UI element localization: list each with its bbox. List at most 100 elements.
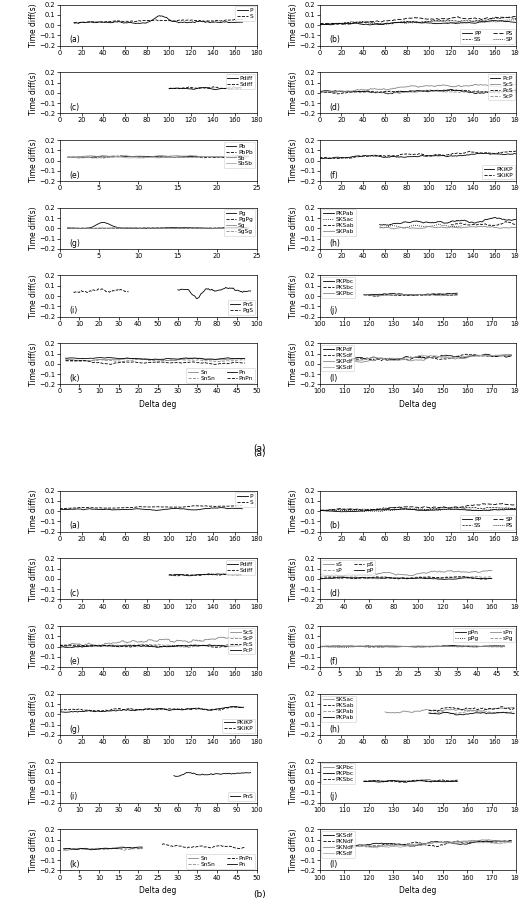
SKPab — [452, 708, 458, 719]
P — [234, 17, 240, 28]
Legend: PKiKP, SKiKP: PKiKP, SKiKP — [482, 165, 515, 179]
Sn — [61, 845, 67, 856]
Pn — [130, 842, 136, 853]
SP — [500, 498, 506, 509]
PnPn — [159, 839, 165, 850]
PKNdf — [350, 842, 356, 852]
PKPab — [377, 219, 383, 230]
Line: PKPab: PKPab — [429, 713, 514, 715]
SS — [422, 16, 428, 27]
PnS — [194, 293, 200, 304]
PnS — [173, 771, 179, 782]
Pdiff — [186, 570, 192, 581]
Sdiff — [236, 570, 242, 581]
PS — [422, 14, 428, 24]
PKSab — [426, 704, 432, 715]
PnPn — [239, 357, 245, 368]
pS — [482, 574, 488, 584]
Sb — [245, 151, 252, 161]
Sn — [71, 843, 77, 854]
Line: pP: pP — [320, 577, 492, 579]
PcP — [513, 85, 519, 96]
Sg — [229, 223, 236, 234]
Sdiff — [234, 569, 240, 580]
Legend: sS, sP, pS, pP: sS, sP, pS, pP — [321, 560, 375, 575]
P — [99, 17, 105, 28]
PKSab — [466, 704, 472, 714]
sP — [349, 572, 356, 583]
Y-axis label: Time diff(s): Time diff(s) — [289, 490, 298, 533]
Sg — [188, 223, 195, 234]
PcS — [445, 85, 451, 96]
Pn — [71, 843, 77, 854]
PnPn — [212, 359, 218, 370]
Pdiff — [210, 569, 216, 580]
PcS — [237, 640, 243, 651]
PnS — [224, 282, 230, 293]
PKSab — [448, 219, 454, 230]
Text: (i): (i) — [70, 792, 78, 801]
PKiKP — [484, 148, 490, 159]
SnSn — [130, 843, 136, 854]
P — [239, 17, 245, 28]
Legend: PKPbc, PKSbc, SKPbc: PKPbc, PKSbc, SKPbc — [321, 277, 356, 298]
SKiKP — [513, 146, 519, 157]
ScS — [438, 80, 444, 91]
SKSdf — [439, 352, 445, 363]
Legend: P, S: P, S — [235, 492, 255, 507]
PKSdf — [348, 354, 354, 365]
Pn — [61, 843, 67, 854]
PKSab — [508, 217, 514, 228]
sPg — [360, 641, 366, 652]
P — [184, 504, 190, 515]
sS — [489, 566, 495, 576]
PP — [370, 505, 376, 516]
PKSab — [513, 219, 519, 230]
Text: (i): (i) — [70, 307, 78, 316]
SKPdf — [509, 349, 515, 360]
Pdiff — [237, 82, 243, 93]
Text: (e): (e) — [70, 657, 80, 666]
Pdiff — [203, 82, 209, 93]
Y-axis label: Time diff(s): Time diff(s) — [29, 490, 38, 533]
PKPab — [513, 214, 519, 225]
SKNdf — [393, 840, 399, 851]
Sdiff — [233, 83, 239, 94]
SKPbc — [361, 776, 367, 787]
SKPbc — [425, 774, 431, 785]
SP — [407, 17, 414, 28]
S — [233, 14, 239, 25]
SnSn — [85, 844, 91, 855]
Sn — [85, 844, 91, 855]
Line: Sdiff: Sdiff — [169, 87, 241, 89]
Line: pPn: pPn — [320, 646, 504, 647]
Legend: Sn, SnSn, PnPn, Pn: Sn, SnSn, PnPn, Pn — [186, 854, 255, 869]
X-axis label: Delta deg: Delta deg — [140, 400, 177, 409]
PKSbc — [454, 776, 460, 787]
Line: SKPdf: SKPdf — [351, 354, 512, 363]
PKSdf — [439, 837, 445, 848]
SKPdf — [506, 349, 512, 360]
PKPab — [455, 710, 461, 721]
PgPg — [92, 223, 98, 234]
SnSn — [163, 355, 170, 366]
Sg — [190, 223, 197, 234]
SKNdf — [476, 835, 482, 846]
Pdiff — [212, 84, 218, 95]
sP — [327, 571, 333, 582]
PKNdf — [476, 836, 482, 847]
pS — [476, 574, 483, 584]
PKiKP — [133, 704, 140, 715]
SnSn — [71, 844, 77, 855]
SKPbc — [402, 776, 408, 787]
ScS — [215, 632, 222, 643]
PcS — [438, 86, 444, 97]
PbPb — [245, 151, 252, 161]
PS — [506, 12, 512, 23]
PgS — [122, 286, 128, 297]
Line: SKPbc: SKPbc — [364, 779, 457, 782]
Line: Pdiff: Pdiff — [169, 87, 241, 89]
PKSbc — [418, 775, 424, 786]
Sdiff — [210, 81, 216, 92]
SKNdf — [509, 836, 515, 847]
